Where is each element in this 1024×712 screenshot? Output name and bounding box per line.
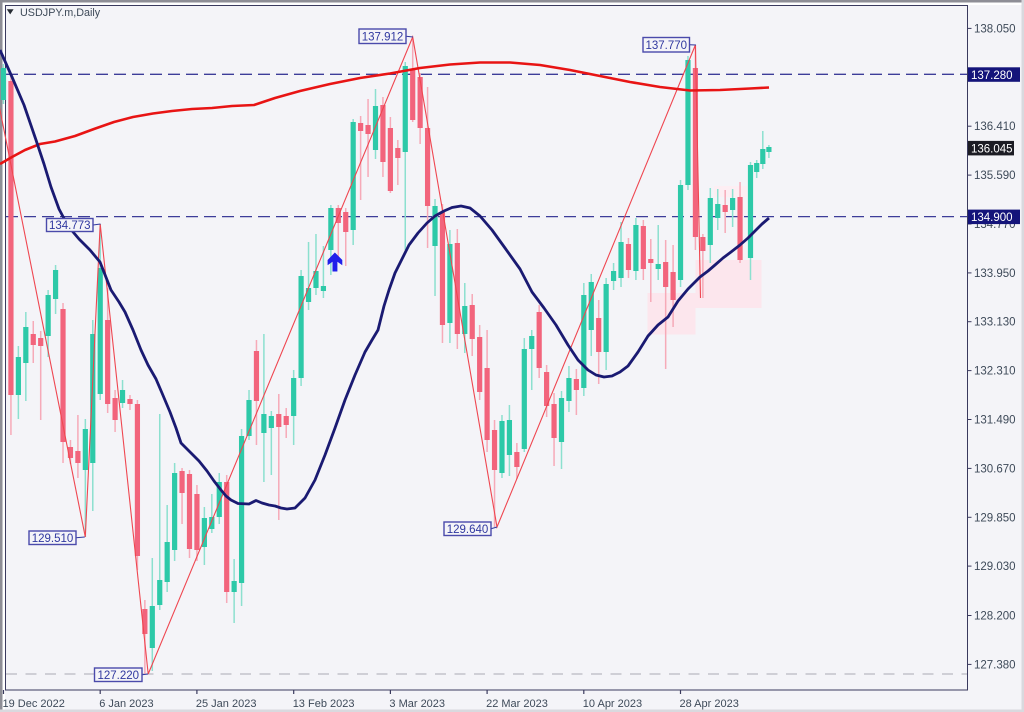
svg-text:10 Apr 2023: 10 Apr 2023 [583,698,642,710]
svg-text:129.030: 129.030 [974,561,1016,573]
svg-text:137.280: 137.280 [971,70,1013,82]
svg-text:135.590: 135.590 [974,170,1016,182]
svg-text:6 Jan 2023: 6 Jan 2023 [99,698,153,710]
svg-text:128.200: 128.200 [974,611,1016,623]
svg-text:137.770: 137.770 [645,40,687,52]
svg-text:127.380: 127.380 [974,659,1016,671]
svg-text:136.045: 136.045 [971,143,1013,155]
svg-text:19 Dec 2022: 19 Dec 2022 [3,698,65,710]
svg-text:131.490: 131.490 [974,415,1016,427]
svg-text:22 Mar 2023: 22 Mar 2023 [486,698,548,710]
svg-text:3 Mar 2023: 3 Mar 2023 [389,698,445,710]
svg-text:130.670: 130.670 [974,463,1016,475]
svg-text:134.773: 134.773 [49,220,91,232]
svg-text:28 Apr 2023: 28 Apr 2023 [680,698,739,710]
svg-text:133.130: 133.130 [974,317,1016,329]
svg-text:127.220: 127.220 [97,670,139,682]
svg-text:25 Jan 2023: 25 Jan 2023 [196,698,257,710]
svg-text:137.912: 137.912 [362,31,404,43]
svg-text:129.640: 129.640 [447,524,489,536]
svg-text:129.510: 129.510 [32,533,74,545]
svg-text:129.850: 129.850 [974,512,1016,524]
svg-text:13 Feb 2023: 13 Feb 2023 [293,698,355,710]
svg-text:136.410: 136.410 [974,121,1016,133]
svg-text:USDJPY.m,Daily: USDJPY.m,Daily [20,7,101,19]
svg-text:133.950: 133.950 [974,268,1016,280]
svg-text:134.900: 134.900 [971,212,1013,224]
svg-text:132.310: 132.310 [974,366,1016,378]
svg-text:138.050: 138.050 [974,23,1016,35]
